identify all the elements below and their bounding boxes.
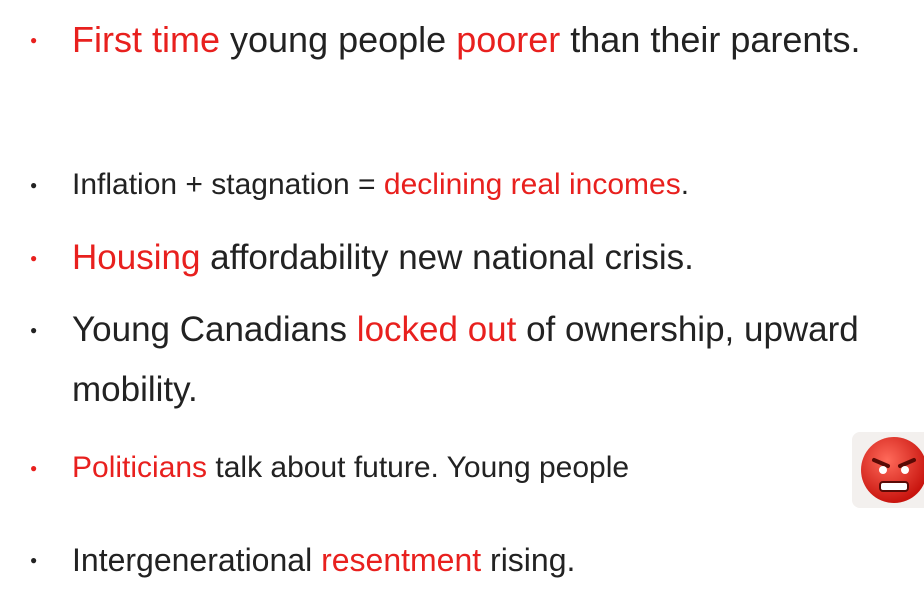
text-run: Housing	[72, 238, 201, 277]
bullet-dot: ●	[30, 461, 38, 475]
text-run: Young Canadians	[72, 310, 357, 349]
angry-emoji	[852, 432, 924, 508]
bullet-item: ● Intergenerational resentment rising.	[30, 530, 902, 590]
bullet-dot: ●	[30, 251, 38, 265]
text-run: affordability new national crisis.	[200, 238, 694, 277]
text-run: young people	[220, 19, 457, 60]
text-run: poorer	[456, 19, 561, 60]
bullet-item: ● Young Canadians locked out of ownership…	[30, 300, 902, 420]
text-run: .	[680, 168, 690, 201]
text-run: talk about future. Young people	[207, 451, 630, 484]
bullet-item: ● Housing affordability new national cris…	[30, 228, 902, 288]
bullet-item: ● Politicians talk about future. Young pe…	[30, 438, 902, 498]
text-run: locked out	[356, 310, 517, 349]
text-run: Politicians	[72, 451, 208, 484]
text-run: Intergenerational	[72, 542, 322, 578]
text-run: declining real incomes	[383, 168, 681, 201]
bullet-dot: ●	[30, 33, 38, 47]
text-run: resentment	[321, 542, 482, 578]
text-run: than their parents.	[560, 19, 861, 60]
text-run: rising.	[481, 542, 576, 578]
bullet-item: ● Inflation + stagnation = declining real…	[30, 155, 902, 215]
bullet-dot: ●	[30, 323, 38, 337]
text-run: of ownership, upward mobility.	[72, 310, 859, 409]
text-run: Inflation + stagnation =	[72, 168, 384, 201]
bullet-dot: ●	[30, 178, 38, 192]
text-run: First time	[72, 19, 220, 60]
bullet-dot: ●	[30, 553, 38, 567]
bullet-item: ● First time young people poorer than the…	[30, 10, 902, 70]
